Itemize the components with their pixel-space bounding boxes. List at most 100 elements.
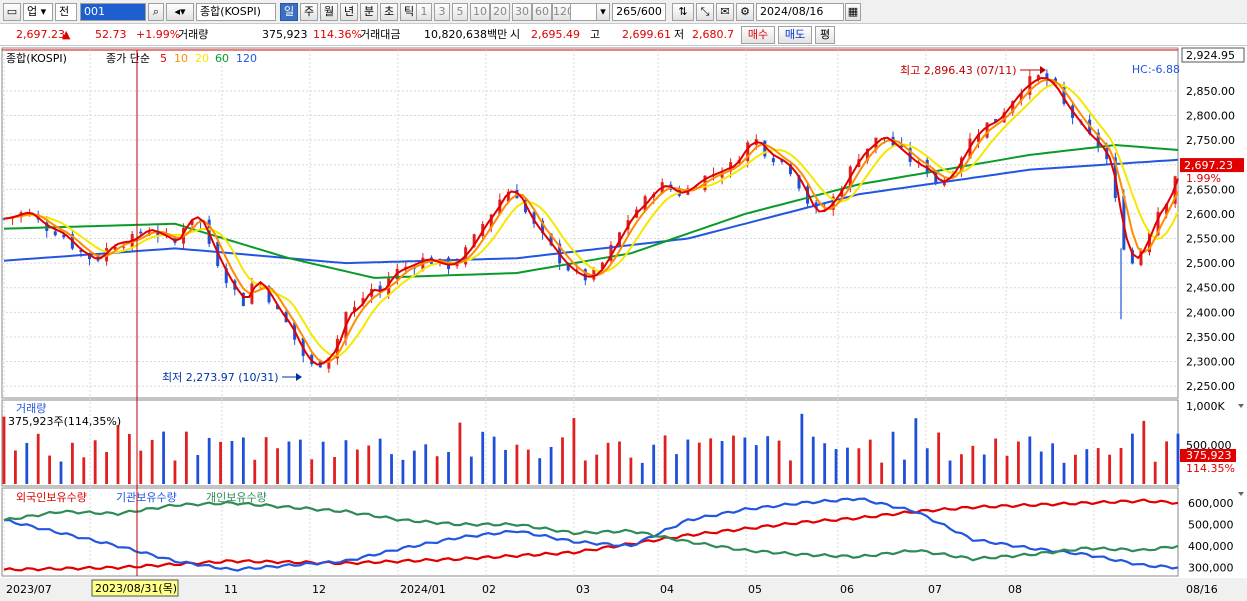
- quote-bar: 2,697.23 ▲ 52.73 +1.99% 거래량 375,923 114.…: [0, 24, 1247, 46]
- period-tab-2[interactable]: 월: [320, 3, 338, 21]
- ma-legend-60: 60: [215, 52, 229, 65]
- volume-bar: [70, 442, 74, 484]
- volume-bar: [105, 452, 108, 484]
- interval-tab-2[interactable]: 5: [452, 3, 468, 21]
- settings-icon[interactable]: ⚙: [736, 3, 754, 21]
- scroll-up-icon-2: [1238, 404, 1244, 408]
- buy-button[interactable]: 매수: [741, 26, 775, 44]
- x-axis-label: 06: [840, 583, 854, 596]
- interval-tab-5[interactable]: 30: [512, 3, 532, 21]
- compare-icon[interactable]: ⇅: [672, 3, 694, 21]
- candle-body: [1011, 100, 1015, 113]
- volume-bar: [139, 450, 143, 484]
- holding-line-2: [3, 500, 1179, 562]
- candle-body: [763, 140, 767, 157]
- search-icon[interactable]: ⌕: [148, 3, 164, 21]
- prev-selector[interactable]: 전: [55, 3, 77, 21]
- x-axis-label: 07: [928, 583, 942, 596]
- volume-bar: [36, 433, 40, 484]
- period-tab-3[interactable]: 년: [340, 3, 358, 21]
- date-input[interactable]: 2024/08/16: [756, 3, 844, 21]
- candle-body: [1148, 232, 1152, 253]
- candle-body: [156, 230, 160, 237]
- period-tab-5[interactable]: 초: [380, 3, 398, 21]
- trend-icon[interactable]: ⤡: [696, 3, 714, 21]
- count-value: 265/600: [616, 5, 662, 18]
- candle-body: [361, 298, 365, 304]
- volume-bar: [504, 449, 507, 484]
- x-axis-bar: [0, 578, 1247, 601]
- volume-bar: [800, 413, 804, 484]
- holding-tick-label: 400,000: [1188, 540, 1234, 553]
- ma-legend-10: 10: [174, 52, 188, 65]
- interval-tab-0[interactable]: 1: [416, 3, 432, 21]
- volume-bar: [424, 444, 428, 484]
- interval-tab-7[interactable]: 120: [552, 3, 572, 21]
- volume-bar: [526, 449, 530, 484]
- volume-bar: [982, 454, 986, 484]
- sell-button[interactable]: 매도: [778, 26, 812, 44]
- volume-bar: [1039, 451, 1043, 484]
- code-input[interactable]: 001: [80, 3, 146, 21]
- market-selector[interactable]: 업 ▾: [23, 3, 53, 21]
- chevron-down-icon[interactable]: ▾: [596, 3, 610, 21]
- volume-bar: [1119, 448, 1123, 484]
- interval-tab-4[interactable]: 20: [490, 3, 510, 21]
- period-tab-4[interactable]: 분: [360, 3, 378, 21]
- candle-body: [1045, 73, 1049, 82]
- candle-body: [900, 143, 904, 148]
- mail-icon[interactable]: ✉: [716, 3, 734, 21]
- candle-body: [925, 159, 929, 174]
- x-axis-label: 05: [748, 583, 762, 596]
- volume-bar: [811, 436, 815, 484]
- candle-body: [79, 249, 83, 252]
- volume-bar: [401, 459, 405, 484]
- interval-tab-3[interactable]: 10: [470, 3, 490, 21]
- candle-body: [489, 214, 493, 228]
- volume-bar: [1096, 448, 1100, 484]
- interval-tab-6[interactable]: 60: [532, 3, 552, 21]
- speaker-icon[interactable]: ◂▾: [166, 3, 194, 21]
- chart-area[interactable]: 2,850.002,800.002,750.002,700.002,650.00…: [0, 46, 1247, 601]
- volume-bar: [880, 462, 884, 484]
- volume-bar: [150, 439, 154, 484]
- price-tick-label: 2,400.00: [1186, 306, 1235, 319]
- volume-bar: [1108, 454, 1112, 484]
- ma120-line: [3, 158, 1179, 265]
- candle-body: [566, 264, 570, 271]
- holding-legend-1: 기관보유수량: [116, 491, 177, 504]
- volume-bar: [13, 450, 17, 484]
- price-panel-border: [1, 47, 1179, 399]
- volume-bar: [1085, 449, 1089, 484]
- volume-bar: [355, 449, 359, 484]
- interval-tab-1[interactable]: 3: [434, 3, 450, 21]
- volume-tick-label: 1,000K: [1186, 400, 1225, 413]
- volume-bar: [219, 441, 222, 484]
- holding-panel-border: [1, 487, 1179, 577]
- volume-tick-label: 500,000: [1186, 439, 1232, 452]
- volume-bar: [25, 442, 29, 484]
- candle-body: [583, 269, 587, 281]
- candle-body: [1036, 75, 1040, 80]
- volume-bar: [846, 447, 849, 484]
- high-label: 고: [590, 28, 601, 41]
- period-tab-1[interactable]: 주: [300, 3, 318, 21]
- eval-button[interactable]: 평: [815, 26, 835, 44]
- volume-bar: [754, 445, 758, 484]
- window-icon[interactable]: ▭: [3, 3, 21, 21]
- volume-bar: [287, 441, 291, 484]
- period-tab-6[interactable]: 틱: [400, 3, 418, 21]
- ma-legend-prefix: 종가 단순: [106, 52, 150, 65]
- period-tab-0[interactable]: 일: [280, 3, 298, 21]
- index-name: 종합(KOSPI): [200, 5, 261, 18]
- calendar-icon[interactable]: ▦: [845, 3, 861, 21]
- ma10-line: [3, 78, 1179, 364]
- volume-bar: [1131, 433, 1134, 484]
- candle-body: [224, 268, 228, 284]
- prev-label: 전: [59, 5, 70, 18]
- volume-bar: [538, 458, 542, 484]
- volume-bar: [663, 435, 667, 484]
- open-value: 2,695.49: [531, 28, 580, 41]
- current-price: 2,697.23: [16, 28, 65, 41]
